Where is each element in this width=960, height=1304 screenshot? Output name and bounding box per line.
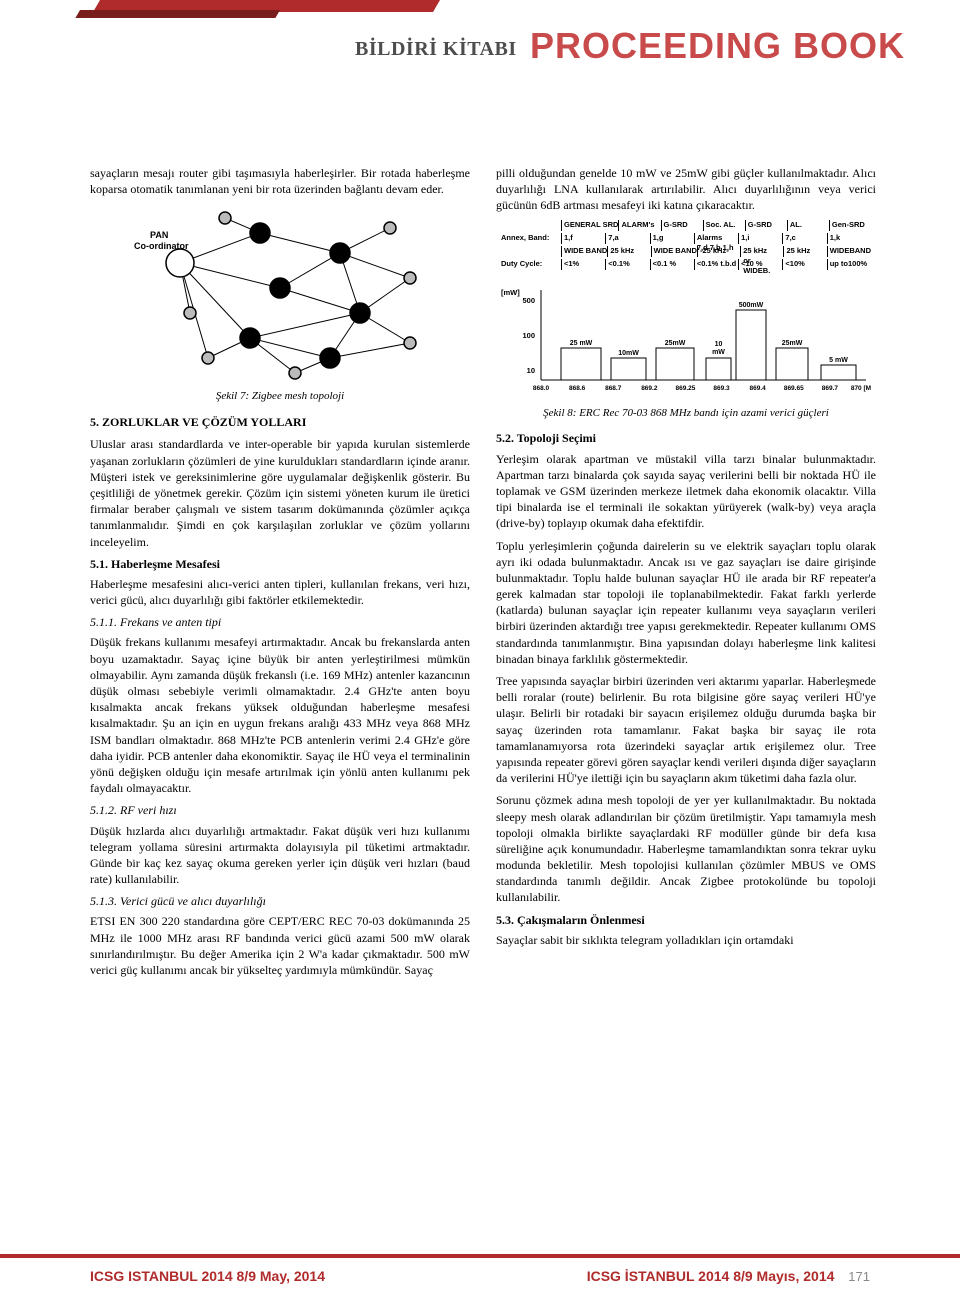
svg-text:868.0: 868.0 <box>533 385 550 392</box>
mesh-edges <box>180 218 410 373</box>
mesh-nodes <box>166 212 416 379</box>
svg-text:868.7: 868.7 <box>605 385 622 392</box>
section-5-1-1-title: 5.1.1. Frekans ve anten tipi <box>90 614 470 630</box>
footer-page-number: 171 <box>848 1269 870 1284</box>
figure-8-caption: Şekil 8: ERC Rec 70-03 868 MHz bandı içi… <box>496 406 876 421</box>
section-5-1-2-title: 5.1.2. RF veri hızı <box>90 802 470 818</box>
svg-text:25 mW: 25 mW <box>570 340 593 347</box>
section-5-1-1-para: Düşük frekans kullanımı mesafeyi artırma… <box>90 634 470 796</box>
erc-svg: 10 100 500 25 mW 10mW 25mW 10mW 500mW 25mW 5 mW 86… <box>501 220 871 400</box>
right-column: pilli olduğundan genelde 10 mW ve 25mW g… <box>496 165 876 984</box>
section-5-2-para-2: Toplu yerleşimlerin çoğunda dairelerin s… <box>496 538 876 668</box>
svg-text:500: 500 <box>522 296 535 305</box>
svg-text:870 [MHz]: 870 [MHz] <box>851 385 871 392</box>
svg-text:25mW: 25mW <box>782 340 803 347</box>
section-5-1-3-para: ETSI EN 300 220 standardına göre CEPT/ER… <box>90 913 470 978</box>
svg-text:10: 10 <box>527 366 535 375</box>
section-5-2-para-3: Tree yapısında sayaçlar birbiri üzerinde… <box>496 673 876 786</box>
svg-text:869.7: 869.7 <box>822 385 839 392</box>
page: BİLDİRİ KİTABI PROCEEDING BOOK sayaçları… <box>0 0 960 1304</box>
pan-label: PAN <box>150 230 168 240</box>
svg-text:869.25: 869.25 <box>675 385 695 392</box>
svg-text:868.6: 868.6 <box>569 385 586 392</box>
page-header: BİLDİRİ KİTABI PROCEEDING BOOK <box>0 0 960 100</box>
section-5-3-para: Sayaçlar sabit bir sıklıkta telegram yol… <box>496 932 876 948</box>
svg-text:869.4: 869.4 <box>750 385 767 392</box>
section-5-1-para: Haberleşme mesafesini alıcı-verici anten… <box>90 576 470 608</box>
footer-right-text: ICSG İSTANBUL 2014 8/9 Mayıs, 2014 <box>587 1268 835 1284</box>
figure-7-caption: Şekil 7: Zigbee mesh topoloji <box>90 389 470 404</box>
body-columns: sayaçların mesajı router gibi taşımasıyl… <box>90 165 876 984</box>
section-5-title: 5. ZORLUKLAR VE ÇÖZÜM YOLLARI <box>90 414 470 430</box>
svg-text:869.2: 869.2 <box>641 385 658 392</box>
svg-text:869.3: 869.3 <box>713 385 730 392</box>
footer-rule <box>0 1254 960 1258</box>
svg-text:5 mW: 5 mW <box>829 357 848 364</box>
figure-8-erc-chart: GENERAL SRDALARM'sG-SRDSoc. AL.G-SRDAL.G… <box>501 220 871 400</box>
svg-text:500mW: 500mW <box>739 302 764 309</box>
left-column: sayaçların mesajı router gibi taşımasıyl… <box>90 165 470 984</box>
section-5-1-3-title: 5.1.3. Verici gücü ve alıcı duyarlılığı <box>90 893 470 909</box>
footer-left: ICSG ISTANBUL 2014 8/9 May, 2014 <box>90 1267 325 1286</box>
svg-text:10mW: 10mW <box>618 350 639 357</box>
section-5-3-title: 5.3. Çakışmaların Önlenmesi <box>496 912 876 928</box>
section-5-2-para-1: Yerleşim olarak apartman ve müstakil vil… <box>496 451 876 532</box>
section-5-para: Uluslar arası standardlarda ve inter-ope… <box>90 436 470 549</box>
right-intro-para: pilli olduğundan genelde 10 mW ve 25mW g… <box>496 165 876 214</box>
section-5-1-title: 5.1. Haberleşme Mesafesi <box>90 556 470 572</box>
svg-text:869.65: 869.65 <box>784 385 804 392</box>
svg-text:10mW: 10mW <box>712 341 725 356</box>
section-5-2-title: 5.2. Topoloji Seçimi <box>496 430 876 446</box>
figure-7-mesh-diagram: PAN Co-ordinator <box>130 203 430 383</box>
mesh-svg: PAN Co-ordinator <box>130 203 430 383</box>
svg-text:100: 100 <box>522 331 535 340</box>
header-left-title: BİLDİRİ KİTABI <box>355 36 517 63</box>
left-intro-para: sayaçların mesajı router gibi taşımasıyl… <box>90 165 470 197</box>
header-red-stripe-2 <box>75 10 280 18</box>
section-5-2-para-4: Sorunu çözmek adına mesh topoloji de yer… <box>496 792 876 905</box>
footer-right: ICSG İSTANBUL 2014 8/9 Mayıs, 2014 171 <box>587 1267 870 1286</box>
svg-text:25mW: 25mW <box>665 340 686 347</box>
section-5-1-2-para: Düşük hızlarda alıcı duyarlılığı artmakt… <box>90 823 470 888</box>
header-right-title: PROCEEDING BOOK <box>530 22 905 71</box>
page-footer: ICSG ISTANBUL 2014 8/9 May, 2014 ICSG İS… <box>0 1267 960 1286</box>
